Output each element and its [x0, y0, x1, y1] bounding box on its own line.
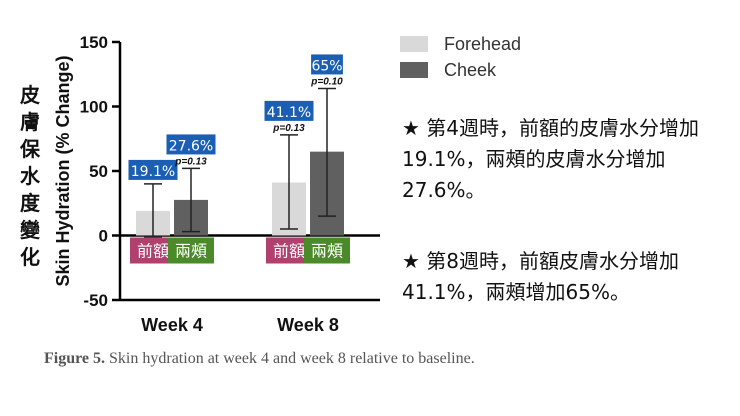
inner-label: 兩頰 [175, 242, 207, 261]
inner-label-box [304, 237, 350, 264]
x-category-label: Week 4 [141, 315, 203, 335]
cjk-char: 化 [20, 245, 40, 269]
figure-caption: Figure 5. Skin hydration at week 4 and w… [44, 350, 724, 368]
inner-label: 前額 [137, 242, 169, 261]
value-label-box [311, 54, 343, 75]
value-label: 65% [311, 58, 342, 74]
inner-label: 兩頰 [311, 242, 343, 261]
note-week8: ★ 第8週時，前額皮膚水分增加41.1%，兩頰增加65%。 [402, 249, 680, 304]
p-value-label: p=0.13 [272, 123, 305, 134]
value-label: 41.1% [267, 105, 311, 121]
caption-label: Figure 5. [44, 350, 106, 367]
value-label: 27.6% [169, 138, 213, 154]
cjk-char: 度 [20, 191, 40, 215]
value-label-box [128, 159, 178, 180]
y-tick-label: 100 [80, 98, 108, 117]
cjk-char: 水 [20, 164, 40, 188]
p-value-label: p=0.10 [310, 76, 343, 87]
y-axis-title: Skin Hydration (% Change) [53, 55, 73, 286]
y-tick-label: 0 [99, 227, 108, 246]
value-label-box [264, 100, 314, 121]
cjk-char: 變 [20, 218, 40, 242]
legend-swatch-forehead [400, 36, 428, 52]
legend-label-forehead: Forehead [444, 33, 522, 54]
p-value-label: p=0.13 [174, 156, 207, 167]
hydration-chart: -50 0 50 100 150 Skin Hydration (% Change) Wee… [53, 33, 380, 335]
x-category-label: Week 8 [277, 315, 339, 335]
cjk-char: 保 [20, 137, 40, 161]
cjk-char: 皮 [20, 83, 40, 107]
note-week4: ★ 第4週時，前額的皮膚水分增加19.1%，兩頰的皮膚水分增加27.6%。 [402, 116, 700, 202]
cjk-char: 膚 [20, 110, 40, 134]
y-tick-label: 150 [80, 33, 108, 52]
legend-forehead: Forehead [400, 32, 521, 56]
y-tick-label: 50 [89, 162, 108, 181]
value-label: 19.1% [131, 164, 175, 180]
caption-text: Skin hydration at week 4 and week 8 rela… [105, 350, 475, 367]
legend-label-cheek: Cheek [444, 59, 497, 80]
legend-cheek: Cheek [400, 58, 496, 82]
legend-swatch-cheek [400, 62, 428, 78]
y-tick-label: -50 [83, 291, 108, 310]
inner-label: 前額 [273, 242, 305, 261]
value-label-box [166, 134, 216, 155]
cjk-y-axis-label: 皮 膚 保 水 度 變 化 [18, 82, 42, 271]
inner-label-box [168, 237, 214, 264]
